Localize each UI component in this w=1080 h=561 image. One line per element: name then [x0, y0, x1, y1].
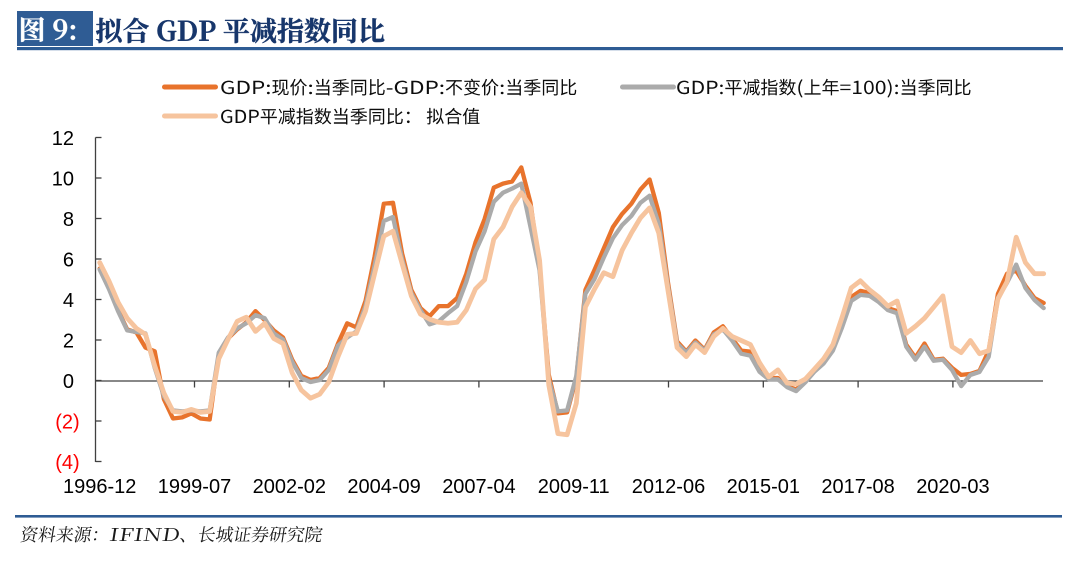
svg-text:4: 4 [63, 290, 74, 312]
svg-text:0: 0 [63, 371, 74, 393]
svg-text:2020-03: 2020-03 [916, 476, 989, 498]
svg-text:1996-12: 1996-12 [63, 476, 136, 498]
svg-text:2009-11: 2009-11 [538, 476, 610, 498]
svg-text:10: 10 [52, 169, 74, 191]
svg-text:2002-02: 2002-02 [253, 476, 326, 498]
svg-text:2004-09: 2004-09 [347, 476, 420, 498]
svg-text:1999-07: 1999-07 [158, 476, 231, 498]
svg-text:2: 2 [63, 331, 74, 353]
svg-text:2017-08: 2017-08 [821, 476, 894, 498]
svg-text:2012-06: 2012-06 [632, 476, 705, 498]
svg-text:(2): (2) [55, 412, 79, 434]
svg-text:12: 12 [52, 128, 74, 150]
svg-text:8: 8 [63, 209, 74, 231]
svg-text:2015-01: 2015-01 [727, 476, 800, 498]
svg-text:2007-04: 2007-04 [442, 476, 515, 498]
svg-text:6: 6 [63, 250, 74, 272]
svg-text:(4): (4) [55, 452, 79, 474]
